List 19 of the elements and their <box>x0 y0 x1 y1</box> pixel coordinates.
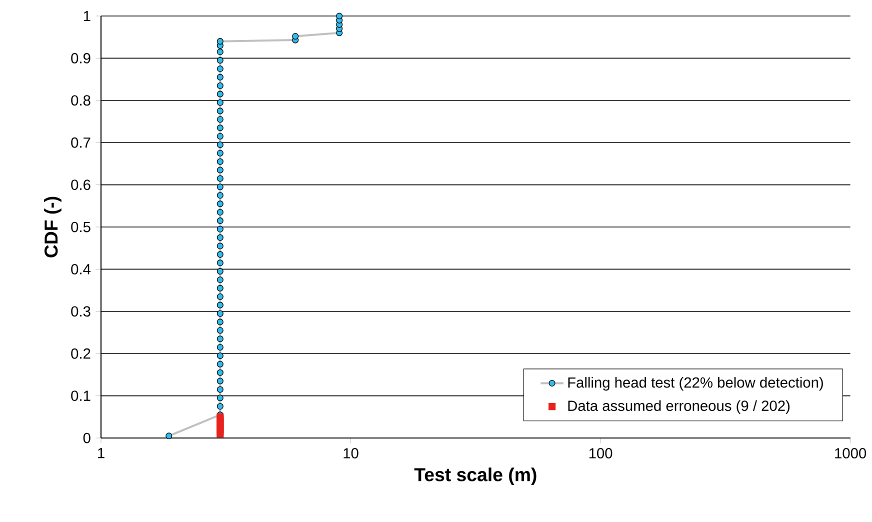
y-tick-label: 0.4 <box>71 264 91 274</box>
y-tick-label: 0.2 <box>71 348 90 359</box>
y-tick-label: 1 <box>84 10 90 22</box>
x-axis-title: Test scale (m) <box>414 468 536 485</box>
x-tick-label: 1000 <box>835 448 866 458</box>
y-tick-label: 0.3 <box>71 306 90 317</box>
y-tick-label: 0.7 <box>71 137 90 148</box>
y-tick-label: 0.6 <box>71 180 90 190</box>
y-axis-title: CDF (-) <box>44 196 62 258</box>
y-tick-label: 0.8 <box>71 95 90 106</box>
legend-label: Data assumed erroneous (9 / 202) <box>568 400 790 414</box>
y-tick-label: 0 <box>83 432 90 444</box>
x-tick-label: 100 <box>589 448 612 458</box>
x-tick-label: 1 <box>98 448 104 458</box>
y-tick-label: 0.9 <box>71 53 90 64</box>
y-tick-label: 0.5 <box>71 222 90 232</box>
y-tick-label: 0.1 <box>71 390 90 401</box>
x-tick-label: 10 <box>344 448 358 458</box>
legend-label: Falling head test (22% below detection) <box>568 376 823 391</box>
